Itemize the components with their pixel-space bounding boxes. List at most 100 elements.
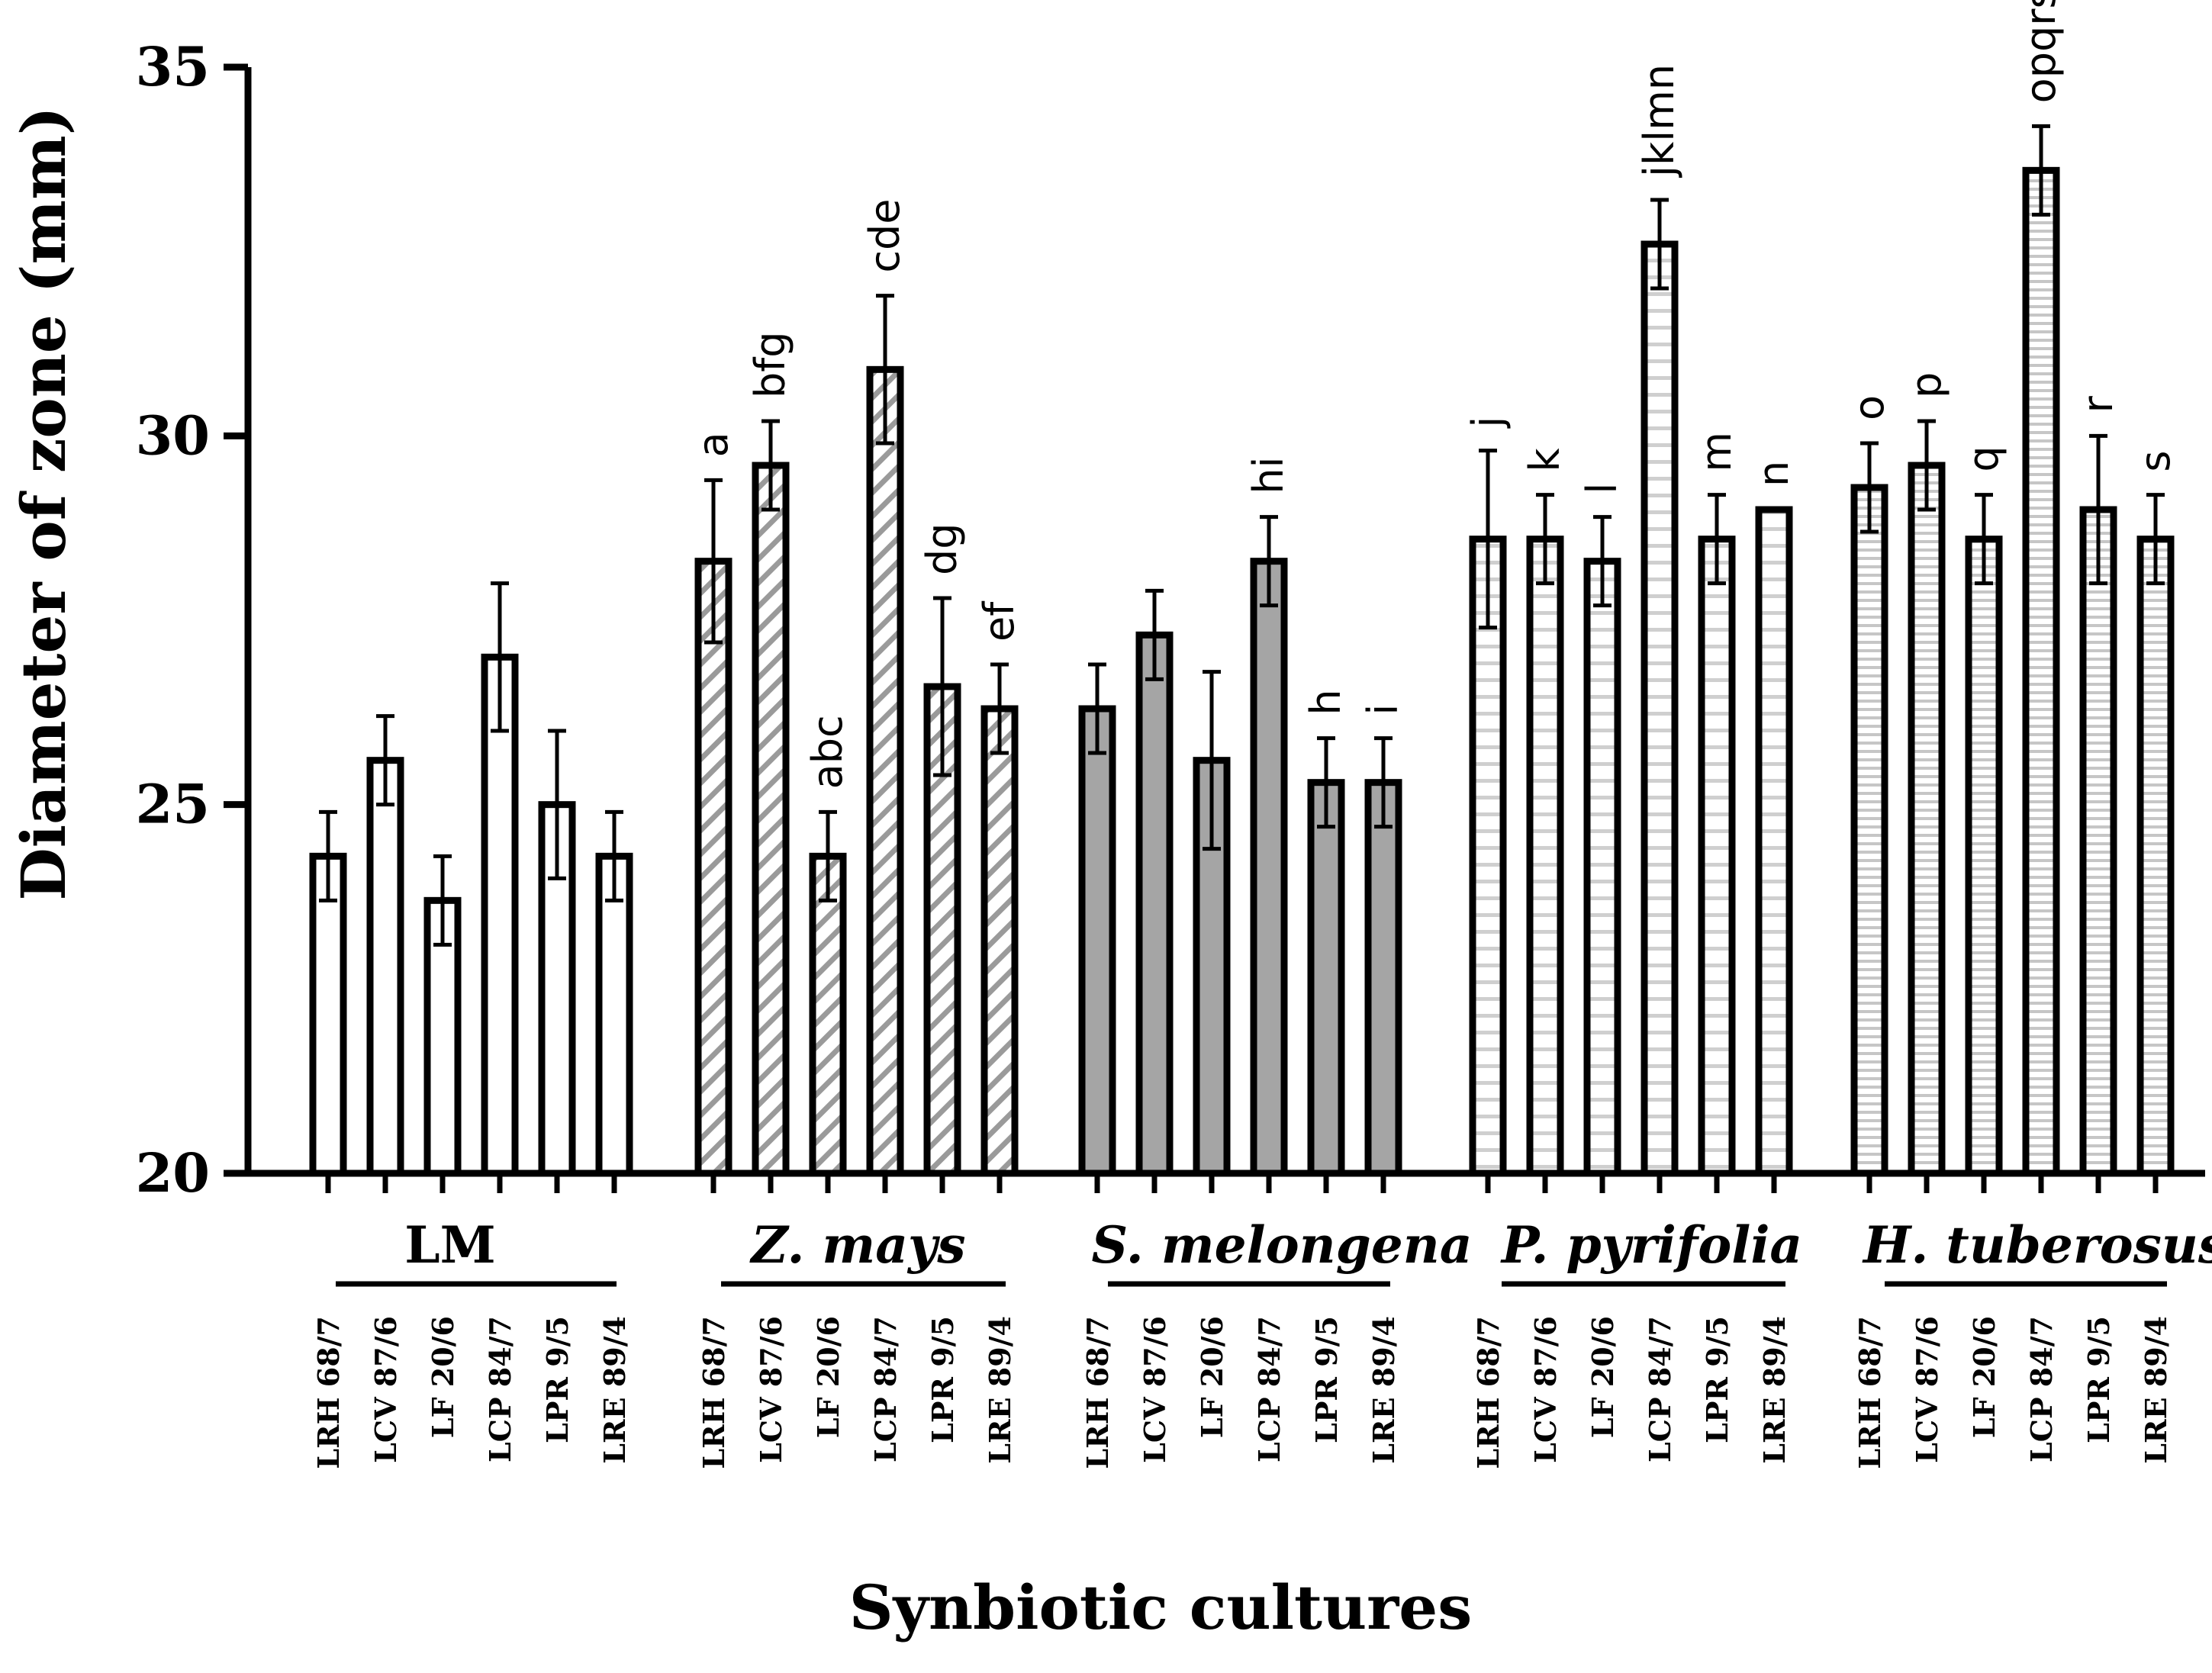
- bar: [809, 852, 847, 1177]
- category-label: LCP 84/7: [483, 1316, 517, 1462]
- category-label: LCP 84/7: [2024, 1316, 2059, 1462]
- significance-label: a: [689, 432, 737, 457]
- bar-group: [309, 581, 633, 1177]
- bar: [1583, 558, 1621, 1177]
- bar: [980, 705, 1019, 1177]
- bar: [1908, 462, 1946, 1177]
- group-label: P. pyrifolia: [1500, 1215, 1802, 1275]
- category-label: LRE 89/4: [2139, 1316, 2173, 1464]
- significance-label: o: [1845, 395, 1893, 420]
- category-label: LPR 9/5: [1309, 1316, 1344, 1443]
- group-labels: LM Z. mays S. melongena P. pyrifolia H. tube…: [336, 1215, 2212, 1287]
- bar: [694, 558, 733, 1177]
- bar: [1850, 484, 1888, 1177]
- category-label: LF 20/6: [811, 1316, 845, 1438]
- category-label: LRH 68/7: [1080, 1316, 1115, 1469]
- group-label: Z. mays: [749, 1215, 965, 1275]
- bar: [366, 757, 404, 1177]
- category-label: LF 20/6: [1967, 1316, 2001, 1438]
- category-label: LRH 68/7: [311, 1316, 346, 1469]
- bar: [1965, 536, 2003, 1177]
- category-label: LCV 87/6: [1138, 1316, 1172, 1463]
- y-tick-label: 25: [136, 773, 210, 836]
- category-label: LCP 84/7: [1643, 1316, 1677, 1462]
- significance-label: s: [2131, 451, 2179, 472]
- bar: [1469, 536, 1507, 1177]
- significance-label: abc: [803, 715, 852, 789]
- bar: [481, 653, 519, 1177]
- group-label: H. tuberosus: [1862, 1215, 2212, 1275]
- bar: [752, 462, 790, 1177]
- bar: [1640, 240, 1679, 1177]
- bar-group: j kl jklmn mn: [1463, 64, 1798, 1177]
- category-label: LCP 84/7: [1252, 1316, 1286, 1462]
- category-label: LCV 87/6: [1910, 1316, 1944, 1463]
- category-label: LRH 68/7: [1471, 1316, 1505, 1469]
- group-label: LM: [404, 1215, 495, 1275]
- category-label: LPR 9/5: [2082, 1316, 2116, 1443]
- bar: [866, 365, 904, 1177]
- significance-label: hi: [1244, 456, 1293, 494]
- category-label: LRE 89/4: [1367, 1316, 1401, 1464]
- bar: [1078, 705, 1116, 1177]
- bar: [1755, 506, 1793, 1177]
- significance-label: ef: [975, 600, 1023, 642]
- significance-label: k: [1521, 448, 1569, 472]
- significance-label: i: [1359, 704, 1407, 716]
- bar: [538, 801, 576, 1177]
- significance-label: h: [1302, 689, 1350, 715]
- y-tick-label: 20: [136, 1141, 210, 1205]
- significance-label: dg: [918, 523, 966, 575]
- y-axis-title: Diameter of zone (mm): [8, 106, 79, 900]
- bar: [1526, 536, 1564, 1177]
- category-label: LPR 9/5: [926, 1316, 960, 1443]
- significance-label: q: [1959, 446, 2008, 471]
- category-label: LF 20/6: [426, 1316, 460, 1438]
- bar: [1364, 779, 1402, 1177]
- bar-group: hi h i: [1078, 456, 1407, 1177]
- category-label: LF 20/6: [1586, 1316, 1620, 1438]
- category-label: LCV 87/6: [1528, 1316, 1563, 1463]
- category-label: LF 20/6: [1195, 1316, 1229, 1438]
- bar: [2079, 506, 2117, 1177]
- category-label: LRH 68/7: [1853, 1316, 1887, 1469]
- category-label: LRE 89/4: [597, 1316, 632, 1464]
- x-axis: [245, 1169, 2205, 1193]
- category-label: LPR 9/5: [1700, 1316, 1734, 1443]
- significance-label: opqrs: [2017, 0, 2065, 103]
- category-label: LPR 9/5: [540, 1316, 575, 1443]
- x-axis-title: Synbiotic cultures: [849, 1572, 1472, 1643]
- y-tick-label: 30: [136, 404, 210, 467]
- category-label: LRE 89/4: [983, 1316, 1017, 1464]
- group-label: S. melongena: [1091, 1215, 1472, 1275]
- category-label: LCV 87/6: [369, 1316, 403, 1463]
- bar: [2022, 166, 2060, 1177]
- significance-label: cde: [861, 198, 909, 272]
- bar: [595, 852, 633, 1177]
- category-label: LRH 68/7: [697, 1316, 731, 1469]
- significance-label: n: [1750, 461, 1798, 487]
- significance-label: p: [1902, 372, 1950, 398]
- bar: [1135, 631, 1174, 1177]
- significance-label: m: [1692, 432, 1740, 472]
- category-label: LCP 84/7: [868, 1316, 903, 1462]
- significance-label: j: [1463, 417, 1512, 429]
- bar: [2136, 536, 2175, 1177]
- bar: [309, 852, 347, 1177]
- significance-label: bfg: [746, 331, 794, 398]
- category-labels: LRH 68/7 LCV 87/6 LF 20/6 LCP 84/7 LPR 9/5 LR…: [311, 1316, 2173, 1469]
- significance-label: l: [1578, 483, 1626, 494]
- category-label: LCV 87/6: [754, 1316, 788, 1463]
- significance-label: r: [2074, 395, 2122, 413]
- category-label: LRE 89/4: [1757, 1316, 1792, 1464]
- bar: [1250, 558, 1288, 1177]
- bar: [1698, 536, 1736, 1177]
- y-tick-label: 35: [136, 35, 210, 98]
- y-axis: 20 25 30 35: [136, 35, 252, 1205]
- significance-label: jklmn: [1635, 64, 1683, 178]
- bar: [1307, 779, 1345, 1177]
- bar-group: op q opqrs r s: [1845, 0, 2179, 1177]
